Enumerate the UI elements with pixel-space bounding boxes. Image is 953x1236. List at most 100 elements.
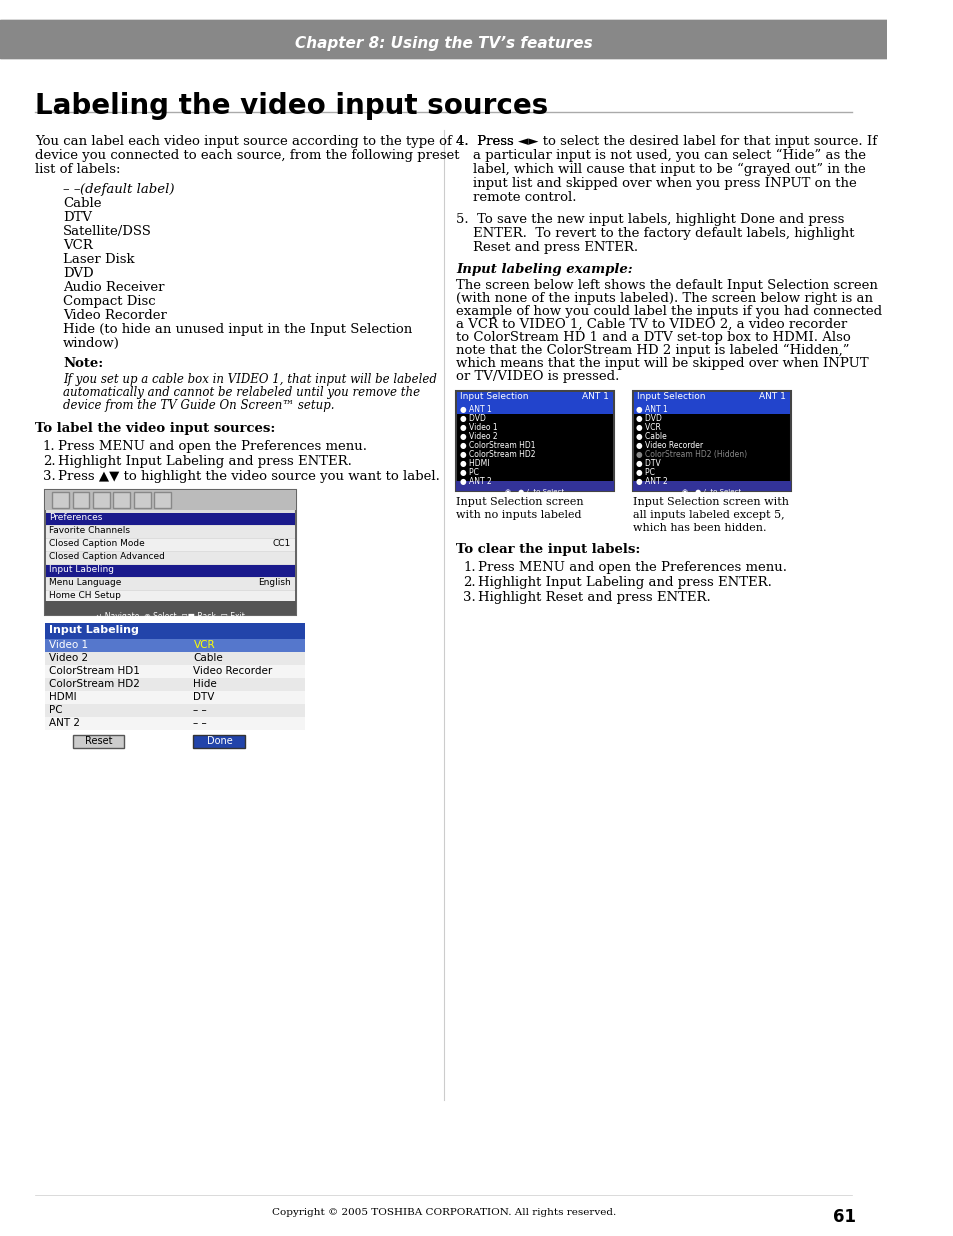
Text: Favorite Channels: Favorite Channels [50, 527, 131, 535]
Text: Input Selection: Input Selection [460, 392, 528, 400]
Bar [45, 705, 305, 717]
Text: ● ANT 1: ● ANT 1 [459, 405, 491, 414]
Bar [633, 405, 789, 414]
Text: Closed Caption Mode: Closed Caption Mode [50, 539, 145, 548]
Bar [456, 481, 614, 491]
Text: Input Labeling: Input Labeling [50, 565, 114, 574]
Text: Cable: Cable [193, 653, 223, 662]
Text: ● DVD: ● DVD [636, 414, 661, 423]
Bar [113, 492, 131, 508]
Text: English: English [258, 578, 291, 587]
Bar [46, 527, 294, 538]
Bar [46, 565, 294, 577]
Text: ● ANT 2: ● ANT 2 [459, 477, 491, 486]
Text: 5.  To save the new input labels, highlight Done and press: 5. To save the new input labels, highlig… [456, 213, 843, 226]
Bar [456, 391, 614, 491]
Text: Reset: Reset [85, 735, 112, 747]
Bar [633, 392, 789, 405]
Bar [45, 717, 305, 730]
Text: Input labeling example:: Input labeling example: [456, 263, 632, 276]
Text: VCR: VCR [63, 239, 92, 252]
Bar [456, 392, 613, 405]
Bar [46, 513, 294, 525]
Text: Closed Caption Advanced: Closed Caption Advanced [50, 552, 165, 561]
Bar [456, 405, 613, 414]
Text: ANT 1: ANT 1 [582, 392, 609, 400]
Text: ● DTV: ● DTV [636, 459, 660, 468]
Text: ColorStream HD1: ColorStream HD1 [50, 666, 140, 676]
Bar [0, 20, 886, 58]
Text: Input Selection screen with
all inputs labeled except 5,
which has been hidden.: Input Selection screen with all inputs l… [632, 497, 788, 534]
Text: input list and skipped over when you press INPUT on the: input list and skipped over when you pre… [456, 177, 856, 190]
Bar [632, 481, 790, 491]
Text: ● ANT 2: ● ANT 2 [636, 477, 667, 486]
Text: 61: 61 [832, 1208, 855, 1226]
Bar [193, 735, 244, 748]
Text: Laser Disk: Laser Disk [63, 253, 134, 266]
Bar [72, 735, 124, 748]
Text: 4.  Press: 4. Press [456, 135, 517, 148]
Text: a particular input is not used, you can select “Hide” as the: a particular input is not used, you can … [456, 150, 865, 162]
Text: ColorStream HD2: ColorStream HD2 [50, 679, 140, 688]
Text: automatically and cannot be relabeled until you remove the: automatically and cannot be relabeled un… [63, 386, 420, 399]
Text: Press MENU and open the Preferences menu.: Press MENU and open the Preferences menu… [477, 561, 786, 574]
Text: ● DVD: ● DVD [459, 414, 485, 423]
Text: ● ColorStream HD1: ● ColorStream HD1 [459, 441, 535, 450]
Text: ● Cable: ● Cable [636, 433, 666, 441]
Text: ● HDMI: ● HDMI [459, 459, 489, 468]
Text: Input Selection: Input Selection [637, 392, 705, 400]
Text: VCR: VCR [193, 640, 214, 650]
Text: or TV/VIDEO is pressed.: or TV/VIDEO is pressed. [456, 370, 618, 383]
Text: (default label): (default label) [80, 183, 174, 197]
Text: 3.: 3. [43, 470, 55, 483]
Text: window): window) [63, 337, 120, 350]
Text: – –: – – [193, 705, 207, 714]
Text: device you connected to each source, from the following preset: device you connected to each source, fro… [35, 150, 459, 162]
Text: Chapter 8: Using the TV’s features: Chapter 8: Using the TV’s features [294, 36, 592, 51]
Text: Labeling the video input sources: Labeling the video input sources [35, 91, 548, 120]
Text: 4.  Press ◄► to select the desired label for that input source. If: 4. Press ◄► to select the desired label … [456, 135, 876, 148]
Bar [46, 578, 294, 590]
Bar [45, 639, 305, 653]
Text: Press MENU and open the Preferences menu.: Press MENU and open the Preferences menu… [57, 440, 366, 454]
Text: Note:: Note: [63, 357, 103, 370]
Text: ● Video 2: ● Video 2 [459, 433, 497, 441]
Text: Hide: Hide [193, 679, 217, 688]
Bar [93, 492, 110, 508]
Text: ● Video Recorder: ● Video Recorder [636, 441, 702, 450]
Text: Compact Disc: Compact Disc [63, 295, 155, 308]
Text: ● VCR: ● VCR [636, 423, 660, 433]
Bar [46, 539, 294, 551]
Text: DTV: DTV [193, 692, 214, 702]
Text: Highlight Reset and press ENTER.: Highlight Reset and press ENTER. [477, 591, 710, 604]
Text: ● ColorStream HD2: ● ColorStream HD2 [459, 450, 535, 459]
Text: HDMI: HDMI [50, 692, 77, 702]
Text: If you set up a cable box in VIDEO 1, that input will be labeled: If you set up a cable box in VIDEO 1, th… [63, 373, 436, 386]
Text: 1.: 1. [463, 561, 476, 574]
Text: remote control.: remote control. [456, 192, 576, 204]
Text: Reset and press ENTER.: Reset and press ENTER. [456, 241, 638, 255]
Text: Highlight Input Labeling and press ENTER.: Highlight Input Labeling and press ENTER… [57, 455, 352, 468]
Bar [0, 20, 886, 58]
Text: ● PC: ● PC [636, 468, 655, 477]
Text: 1.: 1. [43, 440, 55, 454]
Text: Copyright © 2005 TOSHIBA CORPORATION. All rights reserved.: Copyright © 2005 TOSHIBA CORPORATION. Al… [272, 1208, 616, 1217]
Text: – –: – – [63, 183, 85, 197]
Text: 3.: 3. [463, 591, 476, 604]
Text: ● ColorStream HD2 (Hidden): ● ColorStream HD2 (Hidden) [636, 450, 746, 459]
Bar [46, 591, 294, 603]
Text: Preferences: Preferences [50, 513, 103, 522]
Bar [632, 391, 790, 491]
Bar [45, 623, 305, 639]
Text: which means that the input will be skipped over when INPUT: which means that the input will be skipp… [456, 357, 867, 370]
Text: Highlight Input Labeling and press ENTER.: Highlight Input Labeling and press ENTER… [477, 576, 771, 590]
Text: Home CH Setup: Home CH Setup [50, 591, 121, 599]
Text: a VCR to VIDEO 1, Cable TV to VIDEO 2, a video recorder: a VCR to VIDEO 1, Cable TV to VIDEO 2, a… [456, 318, 846, 331]
Text: Hide (to hide an unused input in the Input Selection: Hide (to hide an unused input in the Inp… [63, 323, 412, 336]
Text: 2.: 2. [463, 576, 476, 590]
Text: label, which will cause that input to be “grayed out” in the: label, which will cause that input to be… [456, 163, 864, 177]
Bar [45, 679, 305, 691]
Text: list of labels:: list of labels: [35, 163, 121, 176]
Text: (with none of the inputs labeled). The screen below right is an: (with none of the inputs labeled). The s… [456, 292, 872, 305]
Text: ◉ - ● /  to Select: ◉ - ● / to Select [681, 489, 740, 494]
